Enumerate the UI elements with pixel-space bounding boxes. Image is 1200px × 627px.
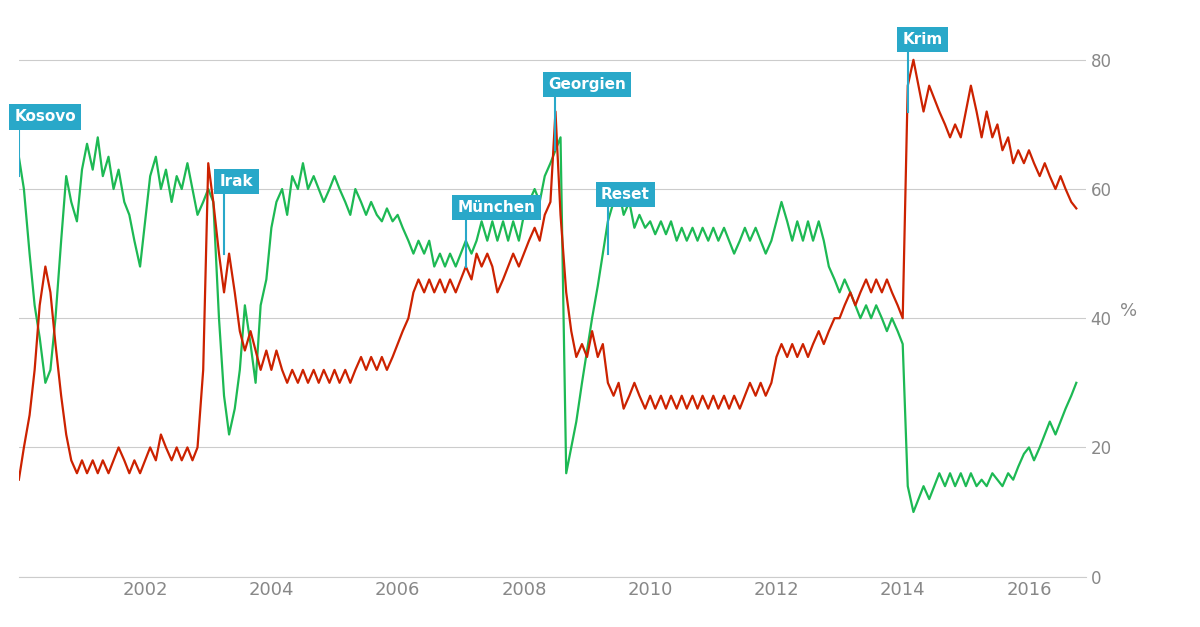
Text: Irak: Irak: [220, 174, 253, 189]
Text: Reset: Reset: [601, 187, 650, 202]
Y-axis label: %: %: [1120, 302, 1138, 320]
Text: Krim: Krim: [902, 32, 943, 47]
Text: Georgien: Georgien: [548, 77, 625, 92]
Text: Kosovo: Kosovo: [14, 110, 76, 124]
Text: München: München: [457, 200, 535, 215]
